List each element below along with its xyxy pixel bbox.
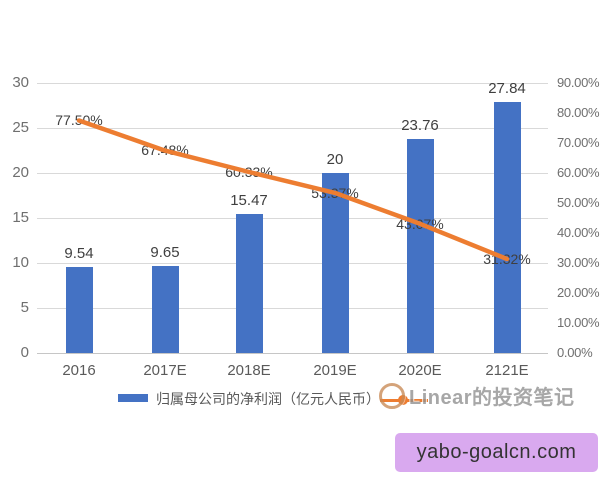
line-point-label: 60.33% — [225, 164, 273, 180]
right-axis-tick: 10.00% — [557, 315, 600, 330]
gridline — [37, 308, 548, 309]
right-axis-tick: 30.00% — [557, 255, 600, 270]
left-axis-tick: 25 — [12, 119, 29, 136]
line-point-label: 31.32% — [483, 251, 531, 267]
bar-2016 — [65, 267, 93, 353]
gridline — [37, 173, 548, 174]
bar-value-label: 27.84 — [488, 80, 526, 97]
gridline — [37, 218, 548, 219]
watermark-logo-icon — [379, 382, 405, 409]
x-axis-label: 2019E — [313, 362, 357, 379]
legend-bar-label: 归属母公司的净利润（亿元人民币） — [156, 391, 380, 407]
x-axis-label: 2020E — [398, 362, 442, 379]
left-axis-tick: 30 — [12, 74, 29, 91]
legend-bar-swatch — [118, 394, 148, 402]
right-axis-tick: 20.00% — [557, 285, 600, 300]
line-point-label: 53.37% — [311, 185, 359, 201]
promo-link[interactable]: yabo-goalcn.com — [416, 441, 577, 463]
left-axis-tick: 20 — [12, 164, 29, 181]
right-axis-tick: 70.00% — [557, 135, 600, 150]
right-axis-tick: 80.00% — [557, 105, 600, 120]
left-axis-tick: 10 — [12, 254, 29, 271]
x-axis-label: 2017E — [143, 362, 187, 379]
line-point-label: 43.07% — [396, 216, 444, 232]
right-axis-tick: 0.00% — [557, 345, 593, 360]
promo-banner[interactable]: yabo-goalcn.com — [395, 433, 598, 472]
bar-value-label: 23.76 — [401, 117, 439, 134]
bar-value-label: 20 — [326, 151, 344, 168]
x-axis-label: 2016 — [62, 362, 96, 379]
bar-value-label: 15.47 — [230, 192, 268, 209]
gridline — [37, 83, 548, 84]
watermark-text: Linear的投资笔记 — [409, 387, 575, 409]
gridline — [37, 128, 548, 129]
line-point-label: 67.48% — [141, 142, 189, 158]
bar-2020e — [406, 139, 434, 353]
x-axis-label: 2018E — [227, 362, 271, 379]
x-axis-line — [37, 353, 548, 354]
right-axis-tick: 90.00% — [557, 75, 600, 90]
bar-value-label: 9.54 — [64, 245, 94, 262]
left-axis-tick: 0 — [20, 344, 29, 361]
gridline — [37, 263, 548, 264]
right-axis-tick: 50.00% — [557, 195, 600, 210]
right-axis-tick: 40.00% — [557, 225, 600, 240]
left-axis-tick: 5 — [20, 299, 29, 316]
line-point-label: 77.50% — [55, 112, 103, 128]
x-axis-label: 2121E — [485, 362, 529, 379]
right-axis-tick: 60.00% — [557, 165, 600, 180]
bar-2121e — [493, 102, 521, 353]
bar-2017e — [151, 266, 179, 353]
bar-value-label: 9.65 — [150, 244, 180, 261]
watermark: Linear的投资笔记 — [379, 381, 575, 410]
left-axis-tick: 15 — [12, 209, 29, 226]
bar-2018e — [235, 214, 263, 353]
